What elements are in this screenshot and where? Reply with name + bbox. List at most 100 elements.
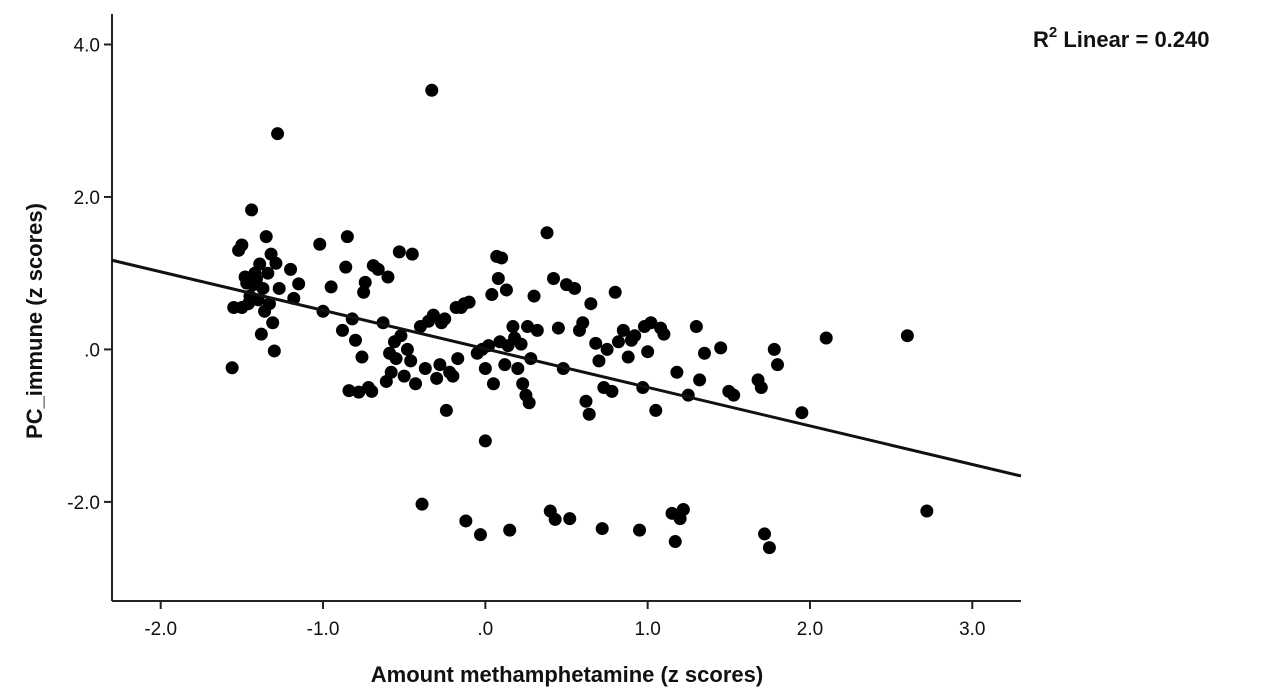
data-point — [611, 335, 625, 349]
x-tick-label: 3.0 — [959, 619, 985, 640]
data-point — [689, 320, 703, 334]
data-point — [433, 358, 447, 372]
data-point — [335, 323, 349, 337]
data-point — [628, 329, 642, 343]
data-point — [400, 342, 414, 356]
data-point — [284, 262, 298, 276]
data-point — [920, 504, 934, 518]
data-point — [616, 323, 630, 337]
data-point — [439, 403, 453, 417]
x-ticks: -2.0 -1.0 .0 1.0 2.0 3.0 — [144, 601, 986, 640]
data-point — [451, 352, 465, 366]
data-point — [365, 384, 379, 398]
data-point — [478, 361, 492, 375]
data-point — [584, 297, 598, 311]
data-point — [714, 341, 728, 355]
data-point — [478, 434, 492, 448]
data-point — [262, 297, 276, 311]
x-tick-label: -2.0 — [144, 619, 177, 640]
data-point — [324, 280, 338, 294]
data-point — [633, 523, 647, 537]
data-point — [426, 308, 440, 322]
data-point — [503, 523, 517, 537]
data-point — [409, 377, 423, 391]
data-point — [355, 350, 369, 364]
data-point — [446, 369, 460, 383]
data-point — [900, 329, 914, 343]
y-tick-label: 4.0 — [74, 35, 100, 56]
y-tick-label: 2.0 — [74, 188, 100, 209]
data-point — [758, 527, 772, 541]
data-point — [272, 281, 286, 295]
data-point — [522, 396, 536, 410]
data-point — [582, 407, 596, 421]
x-tick-label: .0 — [477, 619, 493, 640]
data-point — [339, 260, 353, 274]
data-point — [621, 350, 635, 364]
data-point — [225, 361, 239, 375]
data-point — [670, 365, 684, 379]
data-point — [384, 365, 398, 379]
data-point — [485, 288, 499, 302]
r-squared-annotation: R2 Linear = 0.240 — [1033, 24, 1210, 52]
data-point — [530, 323, 544, 337]
data-point — [405, 247, 419, 261]
data-point — [819, 331, 833, 345]
data-point — [649, 403, 663, 417]
data-point — [795, 406, 809, 420]
data-point — [608, 285, 622, 299]
data-point — [371, 262, 385, 276]
data-point — [269, 256, 283, 270]
data-point — [394, 329, 408, 343]
data-point — [693, 373, 707, 387]
data-point — [563, 512, 577, 526]
data-point — [506, 320, 520, 334]
data-point — [415, 497, 429, 511]
data-point — [348, 333, 362, 347]
r-squared-text: Linear = 0.240 — [1057, 27, 1209, 52]
data-point — [267, 344, 281, 358]
x-tick-label: -1.0 — [307, 619, 340, 640]
data-point — [418, 361, 432, 375]
data-point — [657, 327, 671, 341]
data-point — [259, 230, 273, 244]
x-tick-label: 2.0 — [797, 619, 823, 640]
data-point — [605, 384, 619, 398]
x-axis-title: Amount methamphetamine (z scores) — [371, 662, 763, 687]
data-point — [249, 272, 263, 286]
data-point — [235, 238, 249, 252]
data-point — [589, 336, 603, 350]
data-point — [498, 358, 512, 372]
data-point — [358, 275, 372, 289]
data-point — [261, 266, 275, 280]
data-point — [676, 503, 690, 517]
data-point — [254, 327, 268, 341]
data-point — [767, 342, 781, 356]
r-squared-prefix: R — [1033, 27, 1049, 52]
y-tick-label: .0 — [84, 340, 100, 361]
data-point — [641, 345, 655, 359]
data-point — [266, 316, 280, 330]
data-point — [551, 321, 565, 335]
data-point — [256, 281, 270, 295]
data-point — [381, 270, 395, 284]
data-point — [357, 285, 371, 299]
data-point — [397, 369, 411, 383]
data-point — [521, 320, 535, 334]
y-axis-title: PC_immune (z scores) — [22, 203, 47, 439]
data-point — [404, 354, 418, 368]
data-point — [547, 272, 561, 286]
fit-line — [111, 258, 1022, 478]
data-point — [568, 281, 582, 295]
data-point — [668, 535, 682, 549]
data-point — [548, 512, 562, 526]
y-ticks: 4.0 2.0 .0 -2.0 — [67, 35, 112, 514]
data-point — [771, 358, 785, 372]
data-point — [644, 316, 658, 330]
data-point — [245, 203, 259, 217]
data-point — [425, 83, 439, 97]
data-point — [459, 514, 473, 528]
data-point — [227, 301, 241, 314]
data-point — [762, 541, 776, 555]
